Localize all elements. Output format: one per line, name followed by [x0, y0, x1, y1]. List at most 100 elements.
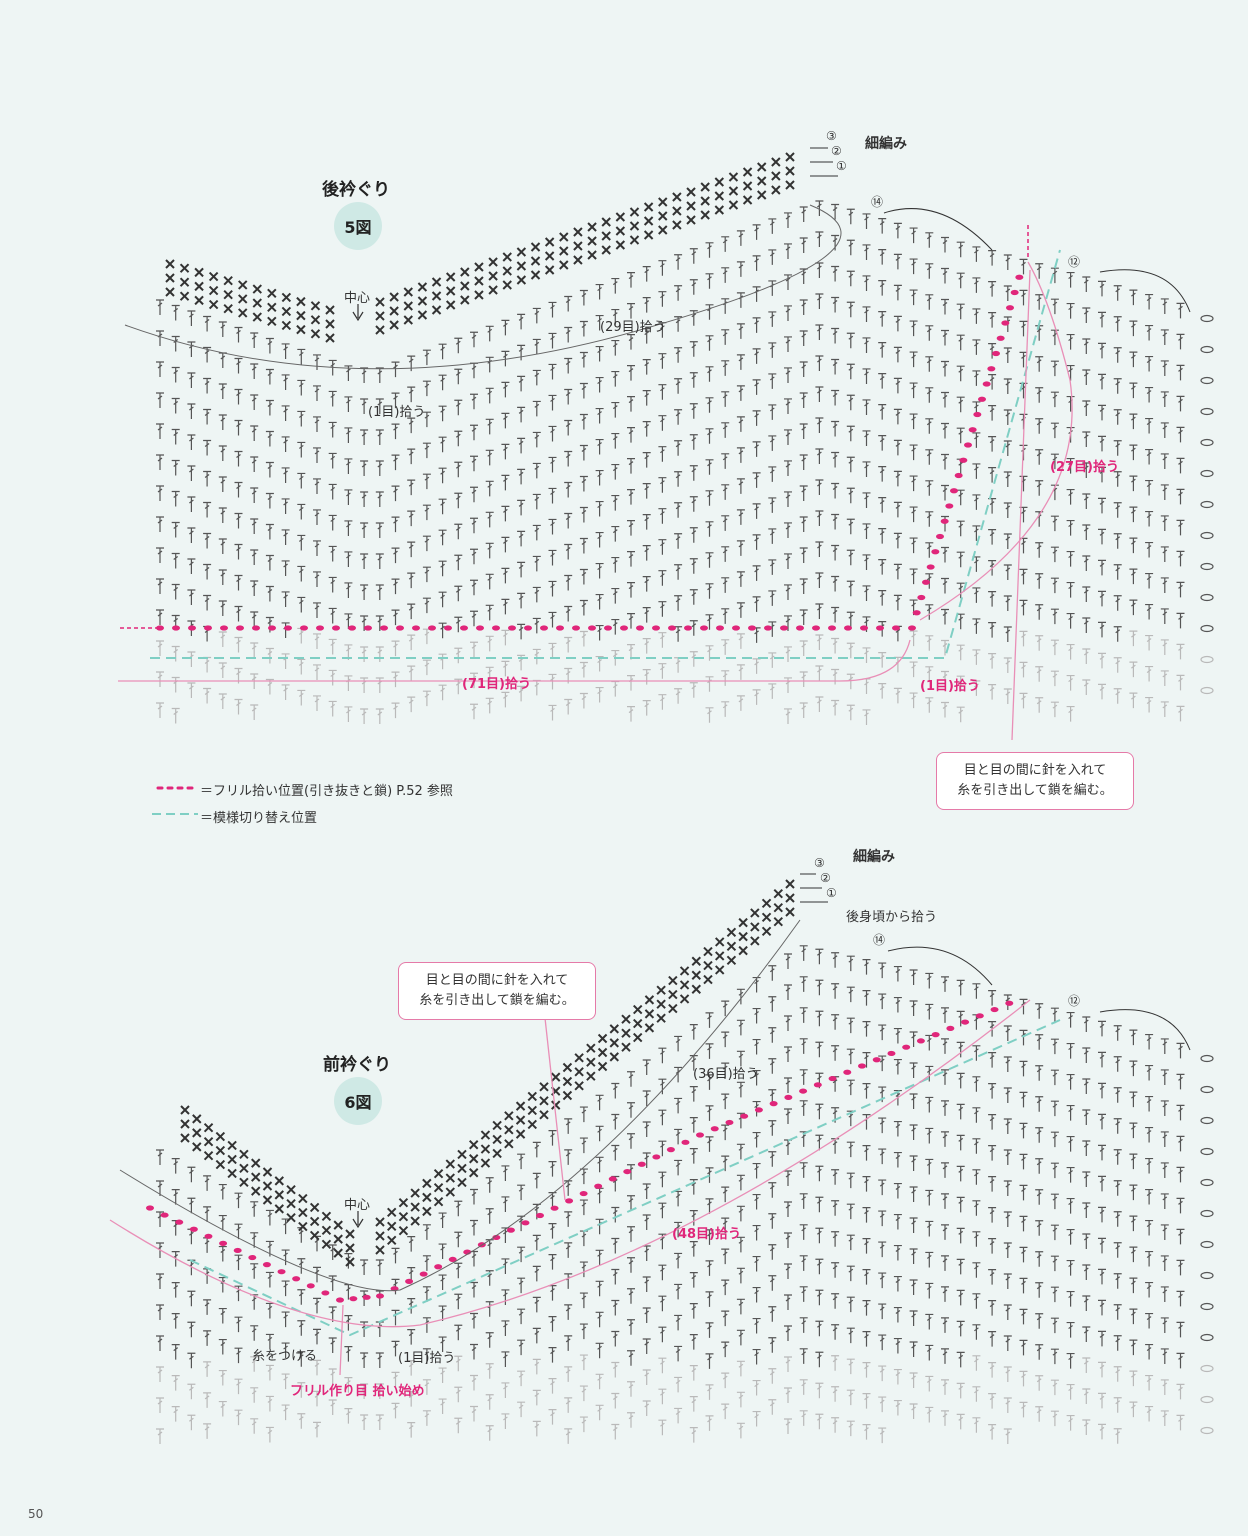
dc-stitch	[893, 377, 902, 394]
dc-stitch	[234, 388, 243, 405]
frill-pickup-dot	[146, 1205, 154, 1211]
dc-stitch	[689, 1334, 698, 1350]
dc-stitch	[1129, 413, 1138, 430]
dc-stitch	[218, 507, 227, 523]
dc-stitch	[313, 447, 321, 463]
dc-stitch	[203, 1361, 212, 1377]
dc-stitch	[736, 354, 745, 370]
dc-stitch	[925, 1158, 934, 1175]
dc-stitch	[454, 1386, 463, 1403]
dc-stitch	[988, 342, 997, 359]
dc-stitch	[360, 553, 369, 569]
dc-stitch	[1035, 1406, 1044, 1422]
dc-stitch	[941, 577, 949, 594]
dc-stitch	[1019, 1277, 1028, 1294]
sc-stitch	[333, 1248, 343, 1258]
dc-stitch	[1145, 1095, 1154, 1112]
dc-stitch	[281, 591, 290, 607]
dc-stitch	[391, 1340, 400, 1357]
dc-stitch	[187, 1166, 196, 1183]
sc-stitch	[445, 272, 456, 282]
dc-stitch	[831, 637, 840, 654]
dc-stitch	[422, 380, 431, 397]
dc-stitch	[485, 1425, 494, 1441]
dc-stitch	[909, 568, 918, 585]
dc-stitch	[956, 675, 965, 692]
dc-stitch	[485, 449, 494, 466]
dc-stitch	[548, 487, 557, 504]
dc-stitch	[815, 1351, 824, 1368]
dc-stitch	[328, 483, 337, 500]
dc-stitch	[281, 1342, 290, 1359]
dc-stitch	[375, 522, 384, 538]
dc-stitch	[721, 236, 730, 252]
frill-pickup-dot	[982, 381, 991, 387]
sc-stitch	[516, 275, 527, 285]
dc-stitch	[1176, 1073, 1185, 1090]
dc-stitch	[1035, 480, 1044, 496]
dc-stitch	[658, 632, 667, 648]
dc-stitch	[595, 1373, 604, 1390]
dc-stitch	[360, 522, 369, 538]
dc-stitch	[642, 359, 651, 375]
frill-pickup-dot	[540, 625, 548, 631]
dc-stitch	[941, 360, 949, 377]
sc-stitch	[239, 1163, 249, 1173]
sc-stitch	[417, 282, 428, 292]
dc-stitch	[642, 1214, 651, 1230]
dc-stitch	[407, 1298, 416, 1314]
dc-stitch	[846, 456, 855, 473]
dc-stitch	[203, 1175, 212, 1191]
dc-stitch	[595, 1156, 604, 1173]
dc-stitch	[1176, 1321, 1185, 1338]
sc-stitch	[644, 1009, 655, 1019]
dc-stitch	[941, 976, 949, 992]
dc-stitch	[171, 645, 180, 662]
dc-stitch	[1176, 1135, 1185, 1152]
sc-stitch	[267, 288, 277, 298]
sc-stitch	[480, 1130, 491, 1140]
dc-stitch	[438, 560, 447, 577]
dc-stitch	[689, 496, 698, 512]
diagram6-stitch-grid	[156, 945, 1214, 1444]
frill-pickup-dot	[1006, 305, 1014, 311]
dc-stitch	[391, 423, 400, 440]
dc-stitch	[1035, 1251, 1044, 1267]
diagram6-figure-badge: 6図	[334, 1077, 382, 1125]
dc-stitch	[705, 707, 714, 723]
sc-stitch	[562, 1076, 573, 1087]
dc-stitch	[470, 1312, 478, 1329]
dc-stitch	[878, 652, 887, 668]
dc-stitch	[156, 1180, 164, 1196]
dc-stitch	[878, 1148, 887, 1165]
dc-stitch	[438, 1212, 447, 1229]
dc-stitch	[422, 1255, 431, 1271]
dc-stitch	[579, 289, 588, 306]
dc-stitch	[422, 349, 431, 366]
dc-stitch	[799, 640, 808, 656]
sc-stitch	[621, 1042, 631, 1052]
dc-stitch	[705, 1167, 714, 1183]
sc-stitch	[375, 297, 385, 307]
dc-stitch	[281, 467, 290, 483]
dc-stitch	[893, 284, 902, 301]
dc-stitch	[909, 351, 918, 368]
dc-stitch	[1160, 1162, 1169, 1178]
dc-stitch	[1113, 347, 1122, 363]
sc-stitch	[262, 1195, 273, 1205]
sc-stitch	[559, 246, 569, 256]
dc-stitch	[956, 551, 965, 568]
dc-stitch	[611, 587, 620, 604]
dc-stitch	[1160, 422, 1169, 438]
dc-stitch	[281, 1249, 290, 1266]
dc-stitch	[156, 1335, 164, 1351]
dc-stitch	[752, 596, 761, 612]
dc-stitch	[815, 1134, 824, 1151]
dc-stitch	[1066, 302, 1075, 319]
dc-stitch	[972, 339, 981, 355]
dc-stitch	[517, 592, 526, 609]
dc-stitch	[846, 1358, 855, 1375]
dc-stitch	[846, 270, 855, 287]
diagram5-row3: ③	[826, 129, 837, 143]
sc-stitch	[375, 1217, 385, 1227]
